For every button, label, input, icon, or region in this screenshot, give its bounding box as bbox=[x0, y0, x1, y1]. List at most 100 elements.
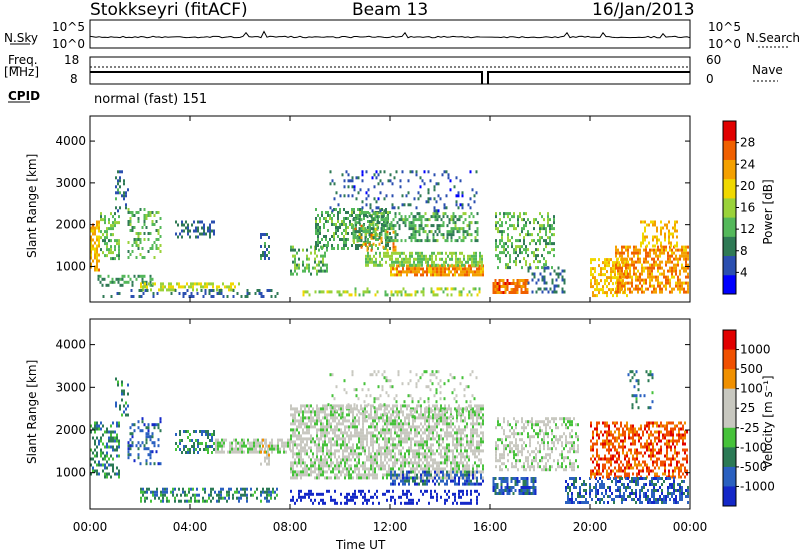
velocity-cell bbox=[404, 416, 406, 420]
velocity-cell bbox=[374, 458, 376, 462]
velocity-cell bbox=[100, 427, 102, 431]
power-cell bbox=[529, 263, 531, 267]
power-cell bbox=[370, 248, 373, 252]
velocity-cell bbox=[202, 496, 204, 500]
power-cell bbox=[519, 248, 521, 252]
velocity-cell bbox=[470, 428, 472, 432]
velocity-cell bbox=[115, 377, 117, 381]
power-cell bbox=[683, 248, 685, 252]
power-cell bbox=[371, 220, 373, 223]
power-cell bbox=[533, 254, 535, 258]
power-cell bbox=[535, 248, 537, 252]
power-cell bbox=[543, 224, 545, 228]
velocity-cell bbox=[456, 419, 458, 423]
power-cell bbox=[444, 239, 447, 243]
power-cell bbox=[143, 238, 146, 241]
power-cell bbox=[414, 290, 417, 294]
power-cell bbox=[661, 281, 663, 285]
power-cell bbox=[260, 254, 262, 257]
power-cell bbox=[195, 235, 197, 239]
power-cell bbox=[330, 290, 333, 294]
power-cell bbox=[337, 235, 339, 238]
velocity-cell bbox=[340, 446, 342, 450]
power-cell bbox=[525, 221, 527, 225]
x-axis-label: Time UT bbox=[336, 538, 386, 552]
power-cell bbox=[612, 270, 614, 274]
velocity-cell bbox=[416, 416, 418, 420]
power-cell bbox=[181, 223, 183, 227]
power-cell bbox=[363, 211, 365, 214]
velocity-cell bbox=[466, 437, 468, 441]
velocity-cell bbox=[328, 431, 330, 435]
power-cell bbox=[671, 260, 673, 264]
power-cell bbox=[141, 280, 144, 284]
power-cell bbox=[115, 191, 117, 195]
power-cell bbox=[337, 229, 339, 232]
velocity-cell bbox=[406, 458, 408, 462]
power-cell bbox=[673, 251, 675, 255]
velocity-cell bbox=[364, 464, 366, 468]
power-cell bbox=[147, 211, 150, 214]
power-cell bbox=[590, 285, 592, 289]
power-cell bbox=[375, 257, 377, 261]
power-cell bbox=[667, 278, 669, 282]
power-cell bbox=[512, 288, 515, 291]
velocity-cell bbox=[356, 467, 358, 471]
power-cell bbox=[473, 251, 475, 255]
velocity-cell bbox=[372, 434, 374, 438]
velocity-cell bbox=[420, 458, 422, 462]
power-cell bbox=[432, 239, 435, 243]
power-cell bbox=[619, 290, 621, 294]
power-cell bbox=[665, 275, 667, 279]
power-cell bbox=[407, 257, 409, 261]
power-cell bbox=[521, 251, 523, 255]
power-cell bbox=[409, 170, 412, 174]
velocity-cell bbox=[356, 434, 358, 438]
velocity-cell bbox=[460, 446, 462, 450]
power-cell bbox=[553, 215, 555, 219]
velocity-cell bbox=[334, 434, 336, 438]
power-cell bbox=[525, 224, 527, 228]
power-cell bbox=[187, 229, 189, 233]
velocity-cell bbox=[432, 413, 434, 417]
power-cell bbox=[594, 288, 596, 292]
velocity-cell bbox=[231, 450, 233, 454]
power-cell bbox=[639, 281, 641, 285]
velocity-cell bbox=[186, 499, 188, 503]
power-cell bbox=[404, 221, 407, 225]
power-cell bbox=[685, 251, 687, 255]
power-cell bbox=[496, 285, 499, 288]
velocity-cell bbox=[468, 443, 470, 447]
power-cell bbox=[428, 270, 430, 274]
power-cell bbox=[339, 226, 341, 229]
power-cell bbox=[155, 220, 158, 223]
power-cell bbox=[499, 218, 501, 222]
power-cell bbox=[458, 227, 461, 231]
velocity-cell bbox=[264, 447, 266, 451]
power-cell bbox=[371, 223, 373, 226]
power-cell bbox=[683, 251, 685, 255]
velocity-cell bbox=[166, 499, 168, 503]
power-cell bbox=[495, 221, 497, 225]
velocity-cell bbox=[368, 452, 370, 456]
velocity-cell bbox=[388, 437, 390, 441]
power-cell bbox=[553, 284, 556, 288]
power-cell bbox=[621, 248, 623, 252]
velocity-cell bbox=[340, 464, 342, 468]
power-cell bbox=[361, 206, 364, 210]
power-cell bbox=[592, 276, 594, 280]
power-cell bbox=[642, 238, 644, 242]
power-cell bbox=[362, 230, 365, 234]
power-cell bbox=[114, 221, 116, 225]
power-cell bbox=[545, 245, 547, 249]
power-cell bbox=[359, 214, 361, 217]
power-cell bbox=[448, 270, 450, 274]
power-cell bbox=[501, 245, 503, 249]
power-cell bbox=[92, 226, 94, 230]
power-cell bbox=[592, 258, 594, 262]
velocity-cell bbox=[456, 407, 458, 411]
power-cell bbox=[302, 260, 304, 264]
power-cell bbox=[455, 194, 458, 198]
power-cell bbox=[674, 220, 676, 224]
power-cell bbox=[355, 247, 357, 250]
